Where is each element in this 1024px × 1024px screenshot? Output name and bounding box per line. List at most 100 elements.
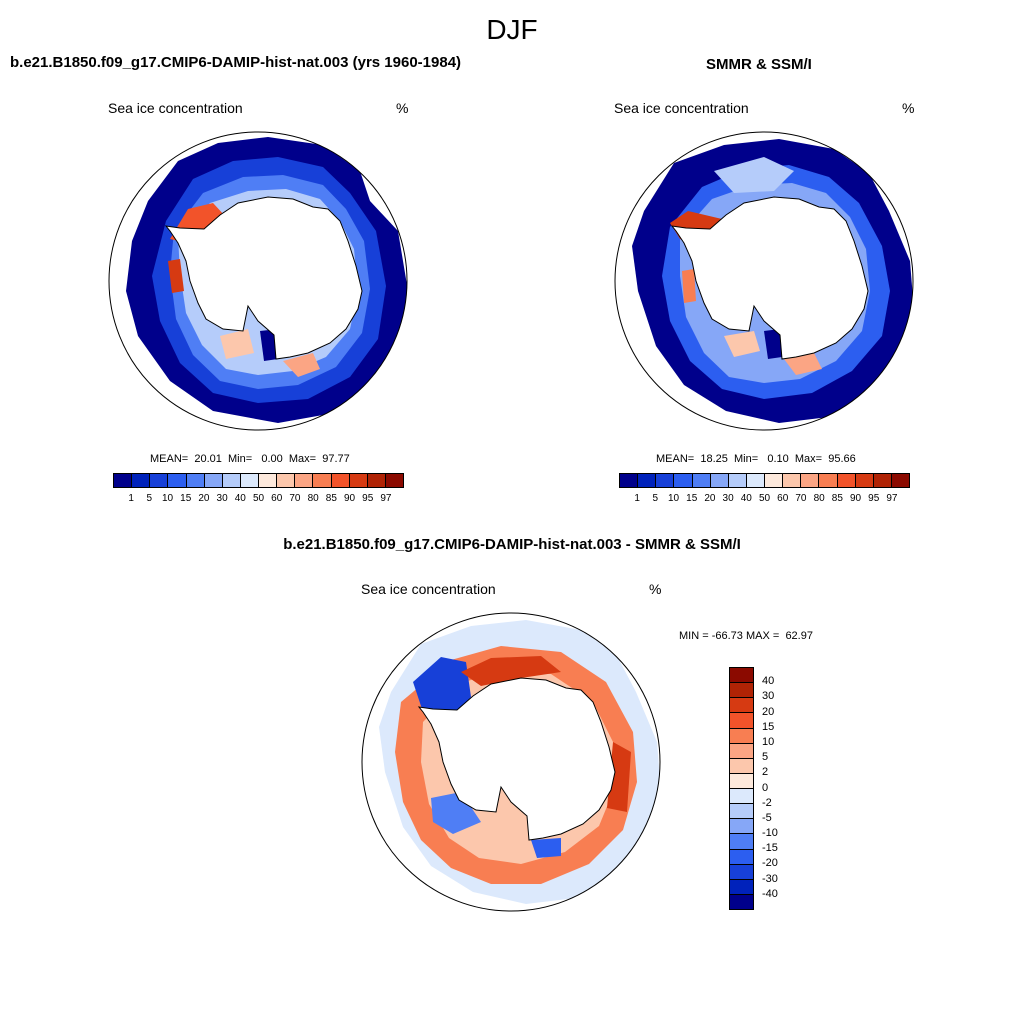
obs-panel-title: SMMR & SSM/I bbox=[706, 56, 812, 73]
colorbar-swatch bbox=[730, 819, 753, 835]
colorbar-tick-label: 0 bbox=[762, 781, 769, 794]
colorbar-swatch bbox=[168, 474, 187, 487]
colorbar-swatch bbox=[730, 894, 753, 909]
colorbar-tick-label: 20 bbox=[198, 493, 210, 504]
colorbar-swatch bbox=[331, 474, 350, 487]
colorbar-swatch bbox=[730, 879, 753, 895]
colorbar-swatch bbox=[728, 474, 747, 487]
colorbar-swatch bbox=[656, 474, 675, 487]
ice-patch-low bbox=[682, 269, 696, 303]
colorbar-tick-label: 5 bbox=[652, 493, 659, 504]
diff-polar-map bbox=[361, 612, 661, 912]
colorbar-swatch bbox=[277, 474, 296, 487]
colorbar-swatch bbox=[295, 474, 314, 487]
colorbar-swatch bbox=[891, 474, 909, 487]
model-panel-title: b.e21.B1850.f09_g17.CMIP6-DAMIP-hist-nat… bbox=[10, 54, 462, 71]
antarctica-land bbox=[164, 196, 363, 360]
colorbar-tick-label: 15 bbox=[180, 493, 192, 504]
colorbar-tick-label: 30 bbox=[722, 493, 734, 504]
figure-title: DJF bbox=[486, 14, 538, 45]
colorbar-tick-label: 5 bbox=[146, 493, 153, 504]
colorbar-tick-label: 10 bbox=[161, 493, 174, 504]
colorbar-tick-label: 70 bbox=[289, 493, 301, 504]
ice-patch-low bbox=[168, 259, 184, 293]
colorbar-tick-label: 30 bbox=[762, 690, 775, 703]
colorbar-tick-label: 10 bbox=[762, 735, 775, 748]
colorbar-swatch bbox=[730, 773, 753, 789]
colorbar-swatch bbox=[730, 804, 753, 820]
colorbar-tick-label: 30 bbox=[216, 493, 228, 504]
antarctica-land bbox=[417, 677, 616, 841]
colorbar-tick-label: 90 bbox=[343, 493, 356, 504]
colorbar-tick-label: -20 bbox=[762, 857, 778, 870]
colorbar-swatch bbox=[730, 683, 753, 699]
colorbar-swatch bbox=[730, 864, 753, 880]
colorbar-swatch bbox=[222, 474, 241, 487]
obs-colorbar-swatches bbox=[619, 473, 910, 488]
colorbar-swatch bbox=[367, 474, 386, 487]
colorbar-tick-label: 5 bbox=[762, 751, 769, 764]
diff-negative-patch bbox=[413, 657, 471, 717]
model-colorbar-swatches bbox=[113, 473, 404, 488]
colorbar-tick-label: 70 bbox=[795, 493, 807, 504]
colorbar-swatch bbox=[730, 698, 753, 714]
obs-stats: MEAN= 18.25 Min= 0.10 Max= 95.66 bbox=[656, 453, 856, 465]
model-colorbar: 1 5 10 15 20 30 40 50 60 70 80 85 90 95 97 bbox=[113, 473, 404, 505]
diff-panel-title: b.e21.B1850.f09_g17.CMIP6-DAMIP-hist-nat… bbox=[283, 536, 741, 553]
colorbar-swatch bbox=[638, 474, 657, 487]
colorbar-tick-label: 50 bbox=[758, 493, 771, 504]
colorbar-swatch bbox=[674, 474, 693, 487]
diff-negative-patch2 bbox=[431, 792, 481, 834]
colorbar-swatch bbox=[114, 474, 133, 487]
colorbar-tick-label: 90 bbox=[849, 493, 862, 504]
colorbar-swatch bbox=[620, 474, 639, 487]
diff-strong-positive2 bbox=[607, 742, 631, 812]
colorbar-swatch bbox=[313, 474, 332, 487]
colorbar-swatch bbox=[746, 474, 765, 487]
model-units-label: % bbox=[396, 100, 409, 116]
diff-stats: MIN = -66.73 MAX = 62.97 bbox=[679, 630, 813, 642]
colorbar-tick-label: 85 bbox=[831, 493, 843, 504]
colorbar-swatch bbox=[730, 758, 753, 774]
diff-negative-patch3 bbox=[531, 838, 561, 858]
colorbar-swatch bbox=[730, 668, 753, 684]
colorbar-swatch bbox=[730, 849, 753, 865]
colorbar-tick-label: 80 bbox=[307, 493, 319, 504]
colorbar-swatch bbox=[692, 474, 711, 487]
colorbar-tick-label: -2 bbox=[762, 796, 772, 809]
colorbar-tick-label: 10 bbox=[667, 493, 680, 504]
ice-patch-mid bbox=[283, 353, 320, 377]
model-colorbar-ticks: 1 5 10 15 20 30 40 50 60 70 80 85 90 95 97 bbox=[113, 493, 404, 505]
colorbar-swatch bbox=[765, 474, 784, 487]
colorbar-swatch bbox=[259, 474, 278, 487]
colorbar-tick-label: 2 bbox=[762, 766, 769, 779]
colorbar-tick-label: 95 bbox=[868, 493, 880, 504]
colorbar-tick-label: 40 bbox=[762, 675, 775, 688]
diff-variable-label: Sea ice concentration bbox=[361, 581, 496, 597]
colorbar-tick-label: -15 bbox=[762, 842, 778, 855]
obs-colorbar-ticks: 1 5 10 15 20 30 40 50 60 70 80 85 90 95 97 bbox=[619, 493, 910, 505]
model-stats: MEAN= 20.01 Min= 0.00 Max= 97.77 bbox=[150, 453, 350, 465]
colorbar-swatch bbox=[801, 474, 820, 487]
colorbar-swatch bbox=[730, 834, 753, 850]
colorbar-swatch bbox=[186, 474, 205, 487]
colorbar-swatch bbox=[240, 474, 259, 487]
colorbar-swatch bbox=[385, 474, 403, 487]
model-polar-map bbox=[108, 131, 408, 431]
colorbar-tick-label: 15 bbox=[762, 720, 775, 733]
obs-polar-map bbox=[614, 131, 914, 431]
antarctica-land bbox=[670, 196, 869, 360]
colorbar-swatch bbox=[349, 474, 368, 487]
model-variable-label: Sea ice concentration bbox=[108, 100, 243, 116]
colorbar-swatch bbox=[855, 474, 874, 487]
colorbar-swatch bbox=[730, 728, 753, 744]
ice-patch-mid2 bbox=[724, 331, 760, 357]
colorbar-tick-label: 20 bbox=[762, 705, 775, 718]
colorbar-tick-label: 60 bbox=[271, 493, 283, 504]
colorbar-swatch bbox=[204, 474, 223, 487]
colorbar-swatch bbox=[837, 474, 856, 487]
obs-variable-label: Sea ice concentration bbox=[614, 100, 749, 116]
obs-units-label: % bbox=[902, 100, 915, 116]
colorbar-swatch bbox=[730, 789, 753, 805]
diff-colorbar-labels: 40 30 20 15 10 5 2 0 -2 -5 -10 -15 -20 -30 -40 bbox=[762, 667, 802, 910]
